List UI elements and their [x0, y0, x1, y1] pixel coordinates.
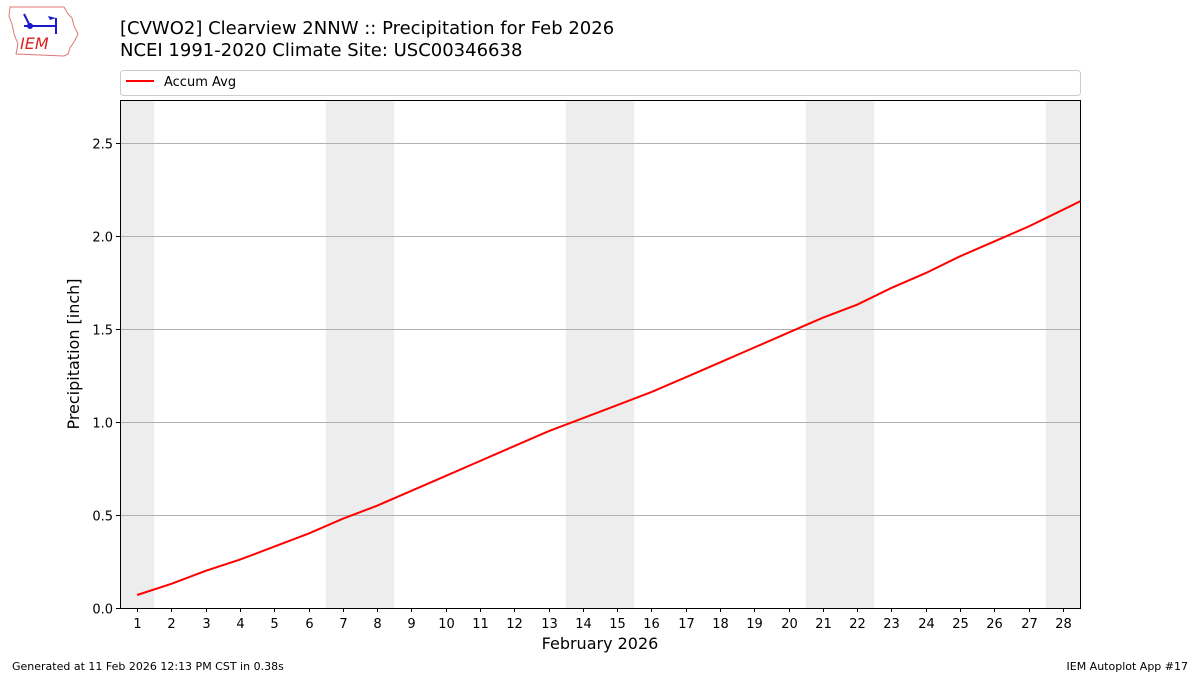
weekend-shading: [120, 100, 155, 608]
x-tick-label: 6: [305, 617, 313, 632]
x-tick-label: 27: [1021, 617, 1038, 632]
x-tick-label: 14: [575, 617, 592, 632]
generated-timestamp: Generated at 11 Feb 2026 12:13 PM CST in…: [12, 660, 284, 673]
x-tick-label: 8: [373, 617, 381, 632]
x-tick-label: 5: [270, 617, 278, 632]
app-label: IEM Autoplot App #17: [1066, 660, 1189, 673]
y-tick-label: 0.0: [92, 603, 113, 618]
series-line-accum-avg: [136, 200, 1080, 596]
x-tick-label: 23: [883, 617, 900, 632]
chart-subtitle: NCEI 1991-2020 Climate Site: USC00346638: [120, 40, 523, 61]
y-axis-label: Precipitation [inch]: [64, 278, 83, 429]
chart-title: [CVWO2] Clearview 2NNW :: Precipitation …: [120, 18, 615, 39]
svg-text:IEM: IEM: [20, 34, 49, 53]
x-tick-label: 26: [986, 617, 1003, 632]
iem-logo: IEM: [8, 6, 79, 57]
weekend-shading: [805, 100, 875, 608]
weekend-shading: [325, 100, 395, 608]
y-tick-label: 2.0: [92, 231, 113, 246]
legend-label-accum-avg: Accum Avg: [164, 75, 236, 90]
x-tick-label: 7: [339, 617, 347, 632]
legend: Accum Avg: [120, 70, 1081, 96]
x-tick-label: 17: [678, 617, 695, 632]
x-tick-label: 12: [506, 617, 523, 632]
x-tick-label: 18: [712, 617, 729, 632]
x-tick-label: 19: [746, 617, 763, 632]
y-tick-label: 1.0: [92, 417, 113, 432]
y-tick-label: 1.5: [92, 324, 113, 339]
weekend-shading: [1045, 100, 1080, 608]
x-tick-label: 20: [781, 617, 798, 632]
x-tick-label: 24: [918, 617, 935, 632]
y-tick-label: 0.5: [92, 510, 113, 525]
x-tick-label: 15: [609, 617, 626, 632]
weekend-shading: [565, 100, 635, 608]
x-tick-label: 4: [236, 617, 244, 632]
x-tick-label: 11: [472, 617, 489, 632]
x-tick-label: 9: [407, 617, 415, 632]
x-tick-label: 1: [133, 617, 141, 632]
x-tick-label: 25: [952, 617, 969, 632]
x-tick-label: 10: [438, 617, 455, 632]
x-tick-label: 16: [643, 617, 660, 632]
x-tick-label: 21: [815, 617, 832, 632]
x-tick-label: 13: [541, 617, 558, 632]
x-tick-label: 22: [849, 617, 866, 632]
y-tick-label: 2.5: [92, 138, 113, 153]
x-tick-label: 28: [1055, 617, 1072, 632]
x-tick-label: 2: [167, 617, 175, 632]
x-tick-label: 3: [202, 617, 210, 632]
x-axis-label: February 2026: [542, 634, 659, 653]
plot-frame: [120, 100, 1081, 609]
